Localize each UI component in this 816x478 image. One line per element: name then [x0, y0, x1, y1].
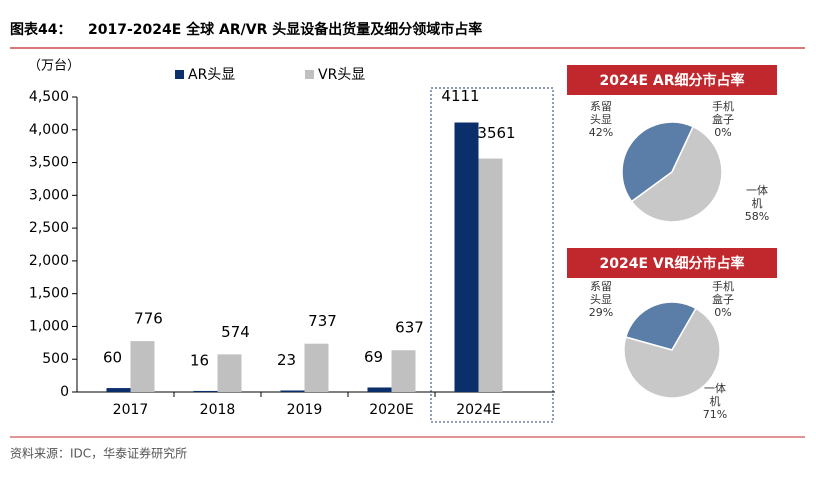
- pie-title: 2024E AR细分市占率: [599, 72, 744, 89]
- y-tick-label: 1,500: [29, 286, 69, 302]
- legend-label: VR头显: [318, 67, 365, 83]
- pie-label-wrap: 手机盒子 0%: [708, 280, 738, 319]
- figure-label: 图表44：: [10, 21, 71, 38]
- y-tick-label: 2,000: [29, 253, 69, 269]
- legend-label: AR头显: [188, 67, 235, 83]
- figure-title: 2017-2024E 全球 AR/VR 头显设备出货量及细分领域市占率: [88, 21, 482, 38]
- y-tick-label: 0: [60, 384, 69, 400]
- bar: [391, 350, 416, 392]
- pie-category: 手机盒子: [712, 100, 734, 126]
- bar: [478, 158, 503, 392]
- pie-slice: [621, 121, 695, 203]
- source-note: 资料来源：IDC，华泰证券研究所: [10, 446, 187, 461]
- bar: [304, 343, 329, 392]
- y-tick-label: 4,500: [29, 89, 69, 105]
- y-tick-label: 2,500: [29, 220, 69, 236]
- pie-title: 2024E VR细分市占率: [599, 255, 744, 272]
- pie-title-box: [567, 248, 777, 278]
- x-tick-label: 2020E: [369, 402, 413, 418]
- y-tick-label: 3,500: [29, 155, 69, 171]
- pie-slice: [630, 125, 723, 223]
- pie-value-label: 58%: [744, 210, 770, 223]
- value-label: 4111: [441, 87, 479, 105]
- bar: [454, 122, 479, 393]
- pie-category: 系留头显: [590, 100, 612, 126]
- pie-value-label: 0%: [714, 126, 732, 139]
- bar: [193, 390, 218, 392]
- value-label: 60: [103, 349, 122, 367]
- y-tick-label: 500: [42, 351, 69, 367]
- pie-label-wrap: 一体机 58%: [742, 184, 772, 223]
- value-label: 637: [395, 319, 424, 337]
- bar: [217, 354, 242, 392]
- pie-label-wrap: 手机盒子 0%: [708, 100, 738, 139]
- x-tick-label: 2017: [113, 402, 149, 418]
- bar: [280, 390, 305, 392]
- value-label: 737: [308, 312, 337, 330]
- y-axis-label: （万台）: [28, 59, 80, 74]
- pie-category: 手机盒子: [712, 280, 734, 306]
- y-tick-label: 4,000: [29, 122, 69, 138]
- bar: [367, 387, 392, 392]
- x-tick-label: 2024E: [456, 402, 500, 418]
- x-tick-label: 2018: [200, 402, 236, 418]
- pie-label-wrap: 系留头显 42%: [586, 100, 616, 139]
- y-tick-label: 1,000: [29, 318, 69, 334]
- pie-category: 系留头显: [590, 280, 612, 306]
- pie-title-box: [567, 65, 777, 95]
- value-label: 3561: [477, 124, 515, 142]
- pie-category: 一体机: [704, 382, 726, 408]
- value-label: 16: [190, 351, 209, 369]
- value-label: 574: [221, 323, 250, 341]
- value-label: 23: [277, 351, 296, 369]
- legend-swatch: [305, 70, 314, 79]
- y-tick-label: 3,000: [29, 187, 69, 203]
- pie-category: 一体机: [746, 184, 768, 210]
- pie-value-label: 29%: [588, 306, 614, 319]
- pie-value-label: 42%: [588, 126, 614, 139]
- pie-value-label: 0%: [714, 306, 732, 319]
- x-tick-label: 2019: [287, 402, 323, 418]
- bar: [130, 341, 155, 392]
- legend-swatch: [175, 70, 184, 79]
- pie-slice: [623, 307, 721, 399]
- highlight-box: [430, 87, 554, 423]
- bar: [106, 388, 131, 392]
- pie-value-label: 71%: [702, 408, 728, 421]
- value-label: 69: [364, 348, 383, 366]
- pie-label-wrap: 系留头显 29%: [586, 280, 616, 319]
- value-label: 776: [134, 310, 163, 328]
- pie-label-wrap: 一体机 71%: [700, 382, 730, 421]
